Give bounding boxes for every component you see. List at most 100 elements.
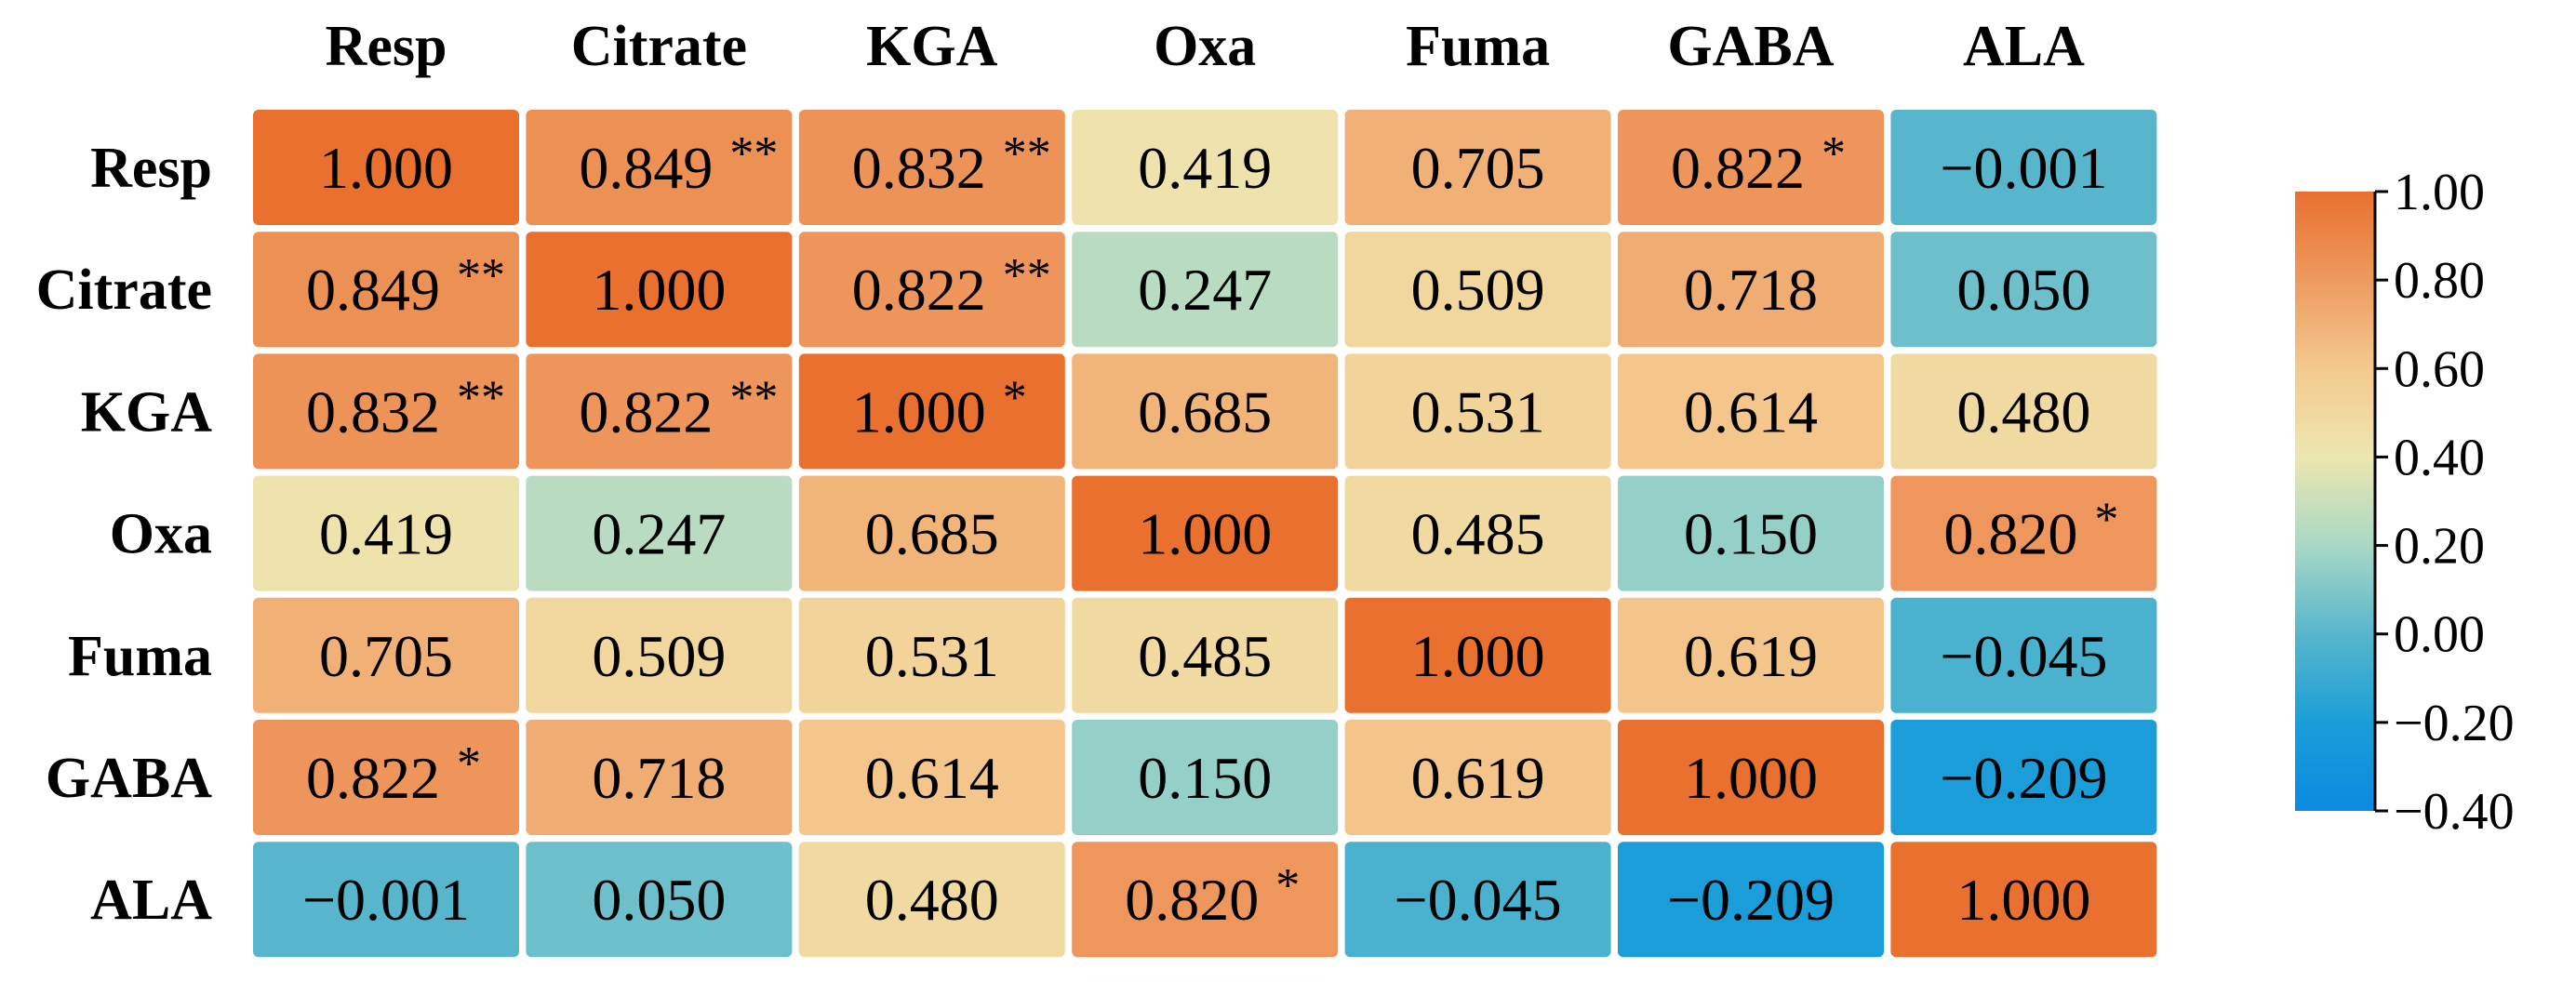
cell-rect	[1072, 842, 1339, 958]
heatmap-cell: 0.619	[1344, 720, 1611, 835]
cell-value-label: 0.485	[1138, 623, 1272, 689]
cell-value-label: 0.685	[865, 501, 999, 567]
heatmap-cell: −0.209	[1890, 720, 2157, 835]
cell-rect	[1890, 110, 2157, 225]
cell-rect	[1890, 842, 2157, 958]
heatmap-cell: 0.822 *	[253, 720, 519, 835]
heatmap-cell: 0.247	[1072, 232, 1339, 348]
heatmap-cell: 0.480	[798, 842, 1065, 958]
cell-value-label: 0.685	[1138, 378, 1272, 445]
cell-rect	[1618, 597, 1884, 713]
cell-rect	[526, 353, 793, 470]
heatmap-cell: 0.832 **	[253, 353, 519, 470]
cell-rect	[1890, 597, 2157, 713]
cell-rect	[253, 842, 519, 958]
cell-value-label: 1.000	[1138, 501, 1272, 567]
cell-rect	[1072, 232, 1339, 348]
cell-significance-label: *	[1822, 127, 1846, 180]
heatmap-cell: 0.485	[1344, 475, 1611, 591]
cell-rect	[253, 720, 519, 835]
cell-rect	[1072, 353, 1339, 470]
cell-rect	[526, 232, 793, 348]
cell-value-label: −0.001	[302, 867, 470, 933]
column-label: KGA	[866, 15, 997, 78]
row-label: KGA	[81, 380, 212, 444]
row-label: ALA	[90, 869, 212, 932]
heatmap-cell: 1.000	[1618, 720, 1884, 835]
cell-value-label: 0.820	[1943, 501, 2077, 567]
cell-value-label: 1.000	[1411, 623, 1545, 689]
heatmap-cell: −0.045	[1890, 597, 2157, 713]
heatmap-cell: 0.685	[798, 475, 1065, 591]
cell-value-label: 0.619	[1411, 745, 1545, 811]
cell-value-label: −0.209	[1940, 745, 2107, 811]
cell-value-label: 0.509	[1411, 257, 1545, 323]
cell-rect	[253, 475, 519, 591]
cell-significance-label: **	[729, 371, 778, 424]
cell-rect	[1618, 475, 1884, 591]
column-label: ALA	[1963, 15, 2085, 78]
cell-value-label: 0.832	[306, 378, 440, 445]
heatmap-cell: 0.480	[1890, 353, 2157, 470]
column-label: Fuma	[1406, 15, 1550, 78]
cell-rect	[253, 232, 519, 348]
cell-value-label: 1.000	[1684, 745, 1818, 811]
cell-rect	[1344, 232, 1611, 348]
heatmap-cell: 0.849 **	[526, 110, 793, 225]
colorbar-gradient	[2295, 192, 2375, 811]
heatmap-cell: 0.685	[1072, 353, 1339, 470]
cell-rect	[798, 353, 1065, 470]
cell-rect	[1344, 475, 1611, 591]
colorbar-tick-label: 0.00	[2394, 606, 2485, 664]
heatmap-cell: 0.050	[1890, 232, 2157, 348]
cell-value-label: 1.000	[1956, 867, 2090, 933]
heatmap-cell: −0.209	[1618, 842, 1884, 958]
cell-value-label: 0.419	[319, 501, 453, 567]
cell-value-label: 0.718	[1684, 257, 1818, 323]
heatmap-cell: 0.509	[1344, 232, 1611, 348]
cell-value-label: 0.614	[1684, 378, 1818, 445]
colorbar-tick-label: 0.40	[2394, 429, 2485, 486]
cell-rect	[1344, 720, 1611, 835]
cell-rect	[1618, 110, 1884, 225]
heatmap-cell: 1.000	[253, 110, 519, 225]
cell-value-label: 1.000	[319, 135, 453, 201]
cell-significance-label: *	[1275, 859, 1300, 912]
heatmap-cell: 0.531	[1344, 353, 1611, 470]
cell-value-label: 0.849	[306, 257, 440, 323]
cell-rect	[798, 232, 1065, 348]
cell-rect	[798, 842, 1065, 958]
heatmap-cell: 0.614	[1618, 353, 1884, 470]
cell-rect	[526, 720, 793, 835]
cell-value-label: 0.531	[865, 623, 999, 689]
heatmap-cell: 0.718	[526, 720, 793, 835]
heatmap-cell: 0.247	[526, 475, 793, 591]
column-label: GABA	[1667, 15, 1834, 78]
cell-value-label: 0.247	[1138, 257, 1272, 323]
colorbar-ticks: 1.00 0.80 0.60 0.40 0.20 0.00 −0.20 −0.40	[2373, 164, 2515, 841]
cell-rect	[1344, 842, 1611, 958]
heatmap-cell: 0.718	[1618, 232, 1884, 348]
heatmap-cell: 0.619	[1618, 597, 1884, 713]
heatmap-cell: 0.822 **	[526, 353, 793, 470]
cell-significance-label: **	[1003, 127, 1051, 180]
cell-rect	[1618, 842, 1884, 958]
row-label: Fuma	[68, 625, 212, 688]
cell-rect	[798, 110, 1065, 225]
cell-rect	[1072, 110, 1339, 225]
colorbar-tick-label: −0.40	[2394, 783, 2515, 841]
cell-rect	[253, 597, 519, 713]
heatmap-cell: 0.614	[798, 720, 1065, 835]
cell-value-label: 0.832	[852, 135, 986, 201]
heatmap-cell: 0.832 **	[798, 110, 1065, 225]
cell-value-label: 0.485	[1411, 501, 1545, 567]
cell-value-label: 0.705	[319, 623, 453, 689]
cell-value-label: 0.619	[1684, 623, 1818, 689]
cell-value-label: 0.480	[865, 867, 999, 933]
heatmap-cell: 0.150	[1072, 720, 1339, 835]
cell-rect	[1072, 475, 1339, 591]
cell-rect	[1344, 353, 1611, 470]
cell-significance-label: *	[457, 737, 481, 790]
column-label: Resp	[326, 15, 447, 78]
